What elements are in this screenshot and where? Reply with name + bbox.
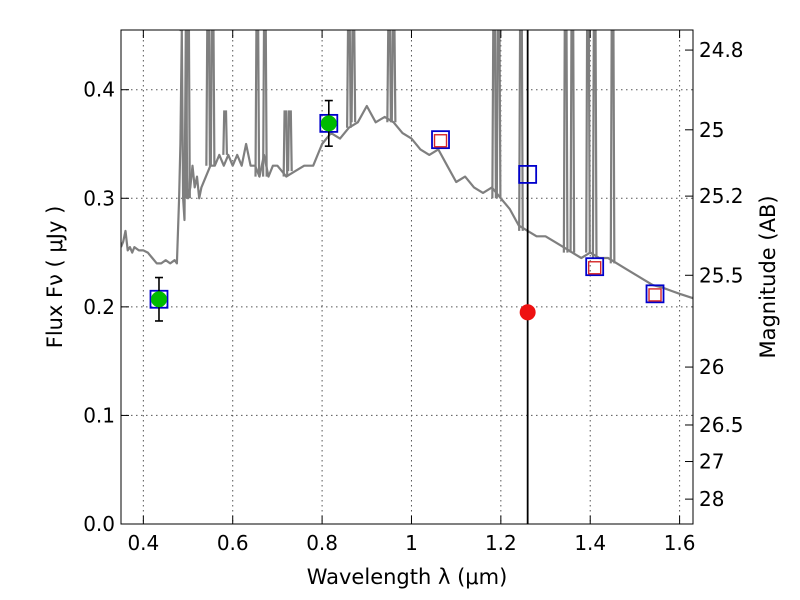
emission-line-spike	[254, 30, 261, 177]
x-tick-label: 0.6	[217, 531, 249, 555]
x-tick-label: 1.4	[574, 531, 606, 555]
emission-line-spike	[287, 110, 293, 172]
emission-line-spike	[386, 30, 393, 123]
y-axis-label-right: Magnitude (AB)	[756, 195, 780, 358]
x-tick-label: 1	[405, 531, 418, 555]
y-tick-label: 0.2	[83, 295, 115, 319]
highlight-point	[519, 304, 536, 321]
model-flux-square	[431, 130, 450, 150]
ticks: 0.4 0.6 0.8 1 1.2 1.4 1.6 0.0 0.1 0.2 0.3 0.4 24.8 25…	[83, 30, 744, 555]
observed-flux-square	[587, 261, 602, 275]
x-axis-label: Wavelength λ (μm)	[307, 565, 508, 589]
y-tick-label: 0.4	[83, 78, 115, 102]
y-tick-label: 0.3	[83, 186, 115, 210]
model-flux-square	[585, 257, 605, 277]
emission-line-spike	[569, 30, 576, 253]
plot-frame	[120, 29, 694, 525]
emission-line-spike	[585, 30, 591, 253]
mag-tick-label: 26.5	[699, 413, 744, 437]
mag-tick-label: 26	[699, 355, 724, 379]
mag-tick-label: 28	[699, 487, 724, 511]
emission-line-spike	[390, 30, 397, 123]
emission-line-spike	[350, 30, 357, 123]
detection-point	[150, 291, 167, 308]
y-tick-label: 0.0	[83, 512, 115, 536]
data-layer	[121, 30, 693, 524]
mag-tick-label: 25.2	[699, 184, 744, 208]
emission-line-spike	[491, 30, 498, 199]
x-tick-label: 1.2	[485, 531, 517, 555]
emission-line-spike	[609, 30, 616, 264]
mag-tick-label: 25.5	[699, 263, 744, 287]
emission-line-spike	[222, 110, 229, 155]
y-tick-label: 0.1	[83, 403, 115, 427]
x-tick-label: 0.8	[306, 531, 338, 555]
plot-background	[121, 30, 693, 524]
model-flux-square	[645, 284, 665, 304]
mag-tick-label: 27	[699, 450, 724, 474]
x-tick-label: 0.4	[127, 531, 159, 555]
grid	[121, 30, 693, 524]
y-axis-label: Flux Fν ( μJy )	[43, 206, 67, 349]
spectrum-line	[121, 30, 693, 300]
observed-flux-square	[433, 134, 448, 148]
observed-flux-square	[648, 288, 662, 302]
emission-line-spike	[185, 30, 191, 199]
x-tick-label: 1.6	[664, 531, 696, 555]
emission-line-spike	[591, 30, 598, 259]
emission-line-spike	[562, 30, 569, 253]
emission-line-spike	[518, 30, 524, 231]
emission-line-spike	[205, 30, 212, 166]
emission-line-spike	[495, 30, 502, 199]
mag-tick-label: 24.8	[699, 38, 744, 62]
mag-tick-label: 25	[699, 118, 724, 142]
emission-line-spike	[346, 30, 352, 128]
emission-line-spike	[282, 110, 289, 177]
emission-line-spike	[262, 30, 268, 177]
model-flux-square	[518, 164, 538, 184]
emission-line-spike	[209, 30, 216, 166]
detection-point	[320, 115, 337, 132]
